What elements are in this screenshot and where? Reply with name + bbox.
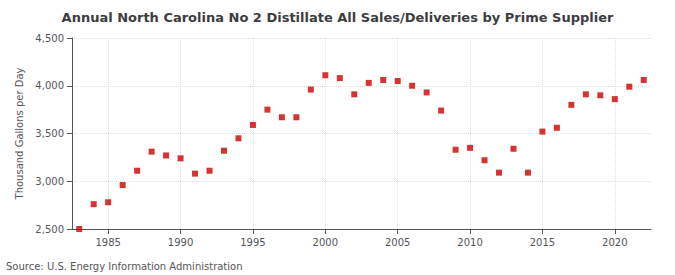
svg-text:2010: 2010 <box>457 237 482 248</box>
svg-text:2000: 2000 <box>313 237 338 248</box>
svg-text:4,000: 4,000 <box>35 80 64 91</box>
svg-text:3,000: 3,000 <box>35 176 64 187</box>
svg-text:1985: 1985 <box>95 237 120 248</box>
svg-text:Annual North Carolina No 2 Dis: Annual North Carolina No 2 Distillate Al… <box>62 10 614 25</box>
svg-text:Source: U.S. Energy Informatio: Source: U.S. Energy Information Administ… <box>6 261 243 272</box>
svg-text:2020: 2020 <box>602 237 627 248</box>
svg-text:4,500: 4,500 <box>35 33 64 44</box>
svg-text:3,500: 3,500 <box>35 128 64 139</box>
svg-text:1995: 1995 <box>240 237 265 248</box>
svg-text:Thousand Gallons per Day: Thousand Gallons per Day <box>14 67 25 200</box>
svg-text:1990: 1990 <box>168 237 193 248</box>
svg-text:2015: 2015 <box>530 237 555 248</box>
svg-text:2005: 2005 <box>385 237 410 248</box>
svg-text:2,500: 2,500 <box>35 224 64 235</box>
